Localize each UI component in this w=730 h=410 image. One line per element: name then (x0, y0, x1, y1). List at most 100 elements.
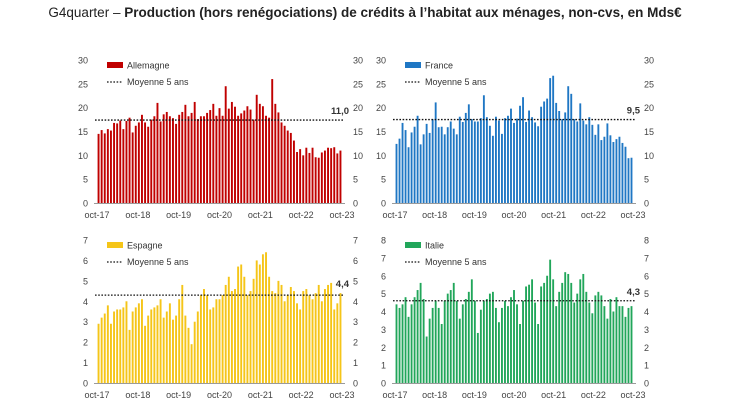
italie-bar (516, 304, 518, 383)
espagne-bar (187, 327, 190, 383)
allemagne-xtick: oct-22 (289, 210, 314, 220)
france-legend-series-label: France (425, 61, 453, 71)
espagne-bar (289, 286, 292, 383)
espagne-bar (193, 321, 196, 383)
italie-bar (491, 291, 494, 383)
espagne-bar (258, 264, 261, 383)
allemagne-ytick-right: 20 (353, 103, 363, 113)
allemagne-bar (141, 114, 143, 203)
allemagne-bar (320, 152, 323, 203)
france-bar (467, 104, 470, 203)
france-bar (603, 136, 606, 203)
espagne-bar (125, 301, 128, 383)
allemagne-xtick: oct-17 (84, 210, 109, 220)
espagne-bar (199, 295, 202, 383)
france-bar (458, 116, 461, 203)
allemagne-bar (125, 121, 128, 203)
france-bar (564, 112, 567, 203)
allemagne-xtick: oct-20 (207, 210, 232, 220)
france-bar (425, 123, 428, 203)
espagne-bar (100, 317, 103, 383)
france-bar (510, 108, 512, 203)
espagne-bar (141, 299, 143, 383)
allemagne-bar (274, 103, 277, 203)
france-bar (519, 105, 521, 203)
italie-bar (482, 300, 485, 383)
italie-bar (579, 279, 582, 383)
espagne-legend-series-label: Espagne (127, 241, 163, 251)
allemagne-bar (311, 147, 314, 203)
espagne-xtick: oct-20 (207, 390, 232, 400)
italie-bar (627, 307, 630, 383)
espagne-ytick-right: 6 (353, 256, 358, 266)
allemagne-ytick-right: 25 (353, 79, 363, 89)
espagne-bar (339, 293, 342, 383)
france-bar (588, 117, 591, 203)
espagne-bar (320, 301, 323, 383)
italie-bar (621, 306, 624, 383)
espagne-bar (168, 303, 171, 383)
italie-bar (615, 297, 618, 383)
france-bar (419, 144, 422, 203)
espagne-ytick-right: 3 (353, 317, 358, 327)
france-ytick-left: 30 (376, 56, 386, 66)
espagne-bar (119, 309, 122, 383)
allemagne-bar (292, 140, 295, 203)
espagne-ytick-left: 5 (83, 276, 88, 286)
france-xtick: oct-17 (382, 210, 407, 220)
france-bar (534, 122, 537, 203)
france-bar (525, 121, 527, 203)
italie-bar (549, 259, 552, 383)
espagne-bar (103, 313, 106, 383)
espagne-bar (299, 309, 302, 383)
france-bar (437, 127, 440, 203)
espagne-bar (209, 309, 212, 383)
espagne-bar (134, 307, 137, 383)
france-bar (504, 118, 506, 203)
allemagne-bar (113, 122, 116, 203)
italie-bar (600, 295, 603, 383)
espagne-bar (333, 309, 336, 383)
france-xtick: oct-19 (462, 210, 487, 220)
espagne-bar (302, 291, 305, 383)
allemagne-last-value-label: 11,0 (331, 106, 349, 117)
allemagne-bar (277, 112, 280, 203)
allemagne-bar (302, 155, 305, 203)
france-legend-average-label: Moyenne 5 ans (425, 77, 487, 87)
espagne-bar (268, 276, 271, 383)
italie-bar (452, 282, 455, 383)
italie-bar (473, 300, 476, 383)
italie-bar (470, 279, 473, 383)
france-bar (567, 86, 570, 203)
france-bar (570, 93, 573, 203)
italie-ytick-left: 0 (381, 379, 386, 389)
chart-italie: 0 0 1 1 2 2 3 3 4 4 5 5 6 6 7 7 8 8 oct-17 oct-18 oct-19 oct-… (381, 236, 649, 401)
france-bar (540, 106, 543, 203)
italie-bar (413, 297, 416, 383)
italie-bar (437, 307, 440, 383)
italie-bar (594, 295, 597, 383)
italie-xtick: oct-18 (422, 390, 447, 400)
espagne-bar (113, 311, 116, 383)
italie-bar (431, 307, 434, 383)
espagne-bar (255, 260, 258, 383)
allemagne-bar (230, 101, 233, 203)
espagne-bar (97, 323, 100, 383)
france-bar (455, 134, 458, 203)
espagne-bar (137, 303, 140, 383)
allemagne-xtick: oct-19 (166, 210, 191, 220)
allemagne-ytick-right: 15 (353, 127, 363, 137)
espagne-bar (128, 329, 131, 383)
espagne-ytick-right: 5 (353, 276, 358, 286)
espagne-ytick-right: 2 (353, 338, 358, 348)
espagne-ytick-left: 1 (83, 358, 88, 368)
allemagne-ytick-left: 0 (83, 199, 88, 209)
espagne-ytick-left: 3 (83, 317, 88, 327)
title-prefix: G4quarter (48, 5, 110, 20)
espagne-bar (203, 289, 205, 383)
espagne-bar (178, 299, 181, 383)
france-bar (470, 119, 473, 203)
italie-bar (618, 306, 621, 383)
espagne-bar (246, 295, 249, 383)
france-ytick-right: 10 (644, 151, 654, 161)
